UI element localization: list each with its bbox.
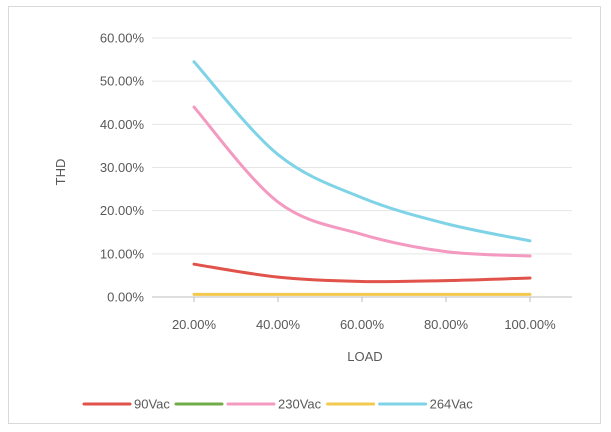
y-tick-label: 0.00% xyxy=(107,290,144,305)
series-line-90vac xyxy=(192,262,532,284)
legend-label-90vac: 90Vac xyxy=(134,397,170,412)
y-axis-title: THD xyxy=(53,159,68,186)
series-line-264vac xyxy=(192,60,532,243)
legend-label-230vac: 230Vac xyxy=(278,397,322,412)
y-tick-label: 60.00% xyxy=(100,31,145,46)
x-tick-label: 20.00% xyxy=(172,317,217,332)
y-tick-label: 20.00% xyxy=(100,203,145,218)
legend: 90Vac 230Vac 264Vac xyxy=(82,397,474,412)
y-tick-labels: 0.00% 10.00% 20.00% 30.00% 40.00% 50.00% 60.00… xyxy=(100,31,145,305)
chart-frame: 0.00% 10.00% 20.00% 30.00% 40.00% 50.00% 60.00… xyxy=(8,6,601,424)
thd-line-chart: 0.00% 10.00% 20.00% 30.00% 40.00% 50.00% 60.00… xyxy=(53,31,572,412)
x-tick-label: 60.00% xyxy=(340,317,385,332)
series-lines xyxy=(192,60,532,296)
y-tick-label: 30.00% xyxy=(100,160,145,175)
y-tick-label: 10.00% xyxy=(100,246,145,261)
series-line-230vac xyxy=(192,105,532,258)
legend-label-264vac: 264Vac xyxy=(430,397,474,412)
x-tick-label: 100.00% xyxy=(504,317,556,332)
x-tick-label: 40.00% xyxy=(256,317,301,332)
x-tick-label: 80.00% xyxy=(424,317,469,332)
x-axis-title: LOAD xyxy=(347,349,382,364)
y-tick-label: 50.00% xyxy=(100,74,145,89)
x-tick-labels: 20.00% 40.00% 60.00% 80.00% 100.00% xyxy=(172,317,556,332)
y-tick-label: 40.00% xyxy=(100,117,145,132)
gridlines xyxy=(152,37,572,302)
